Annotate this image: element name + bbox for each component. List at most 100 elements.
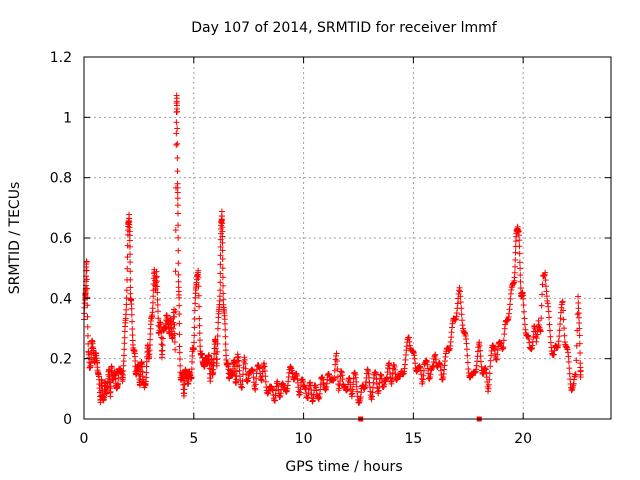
data-point — [262, 378, 269, 385]
data-point — [539, 281, 546, 288]
data-point — [173, 130, 180, 137]
data-point — [149, 299, 156, 306]
data-point — [545, 308, 552, 315]
data-point — [120, 352, 127, 359]
data-point — [577, 374, 584, 381]
data-point — [538, 302, 545, 309]
data-point — [214, 348, 221, 355]
data-point — [477, 353, 484, 360]
data-point — [84, 332, 91, 339]
data-point — [219, 247, 226, 254]
data-point — [547, 333, 554, 340]
data-point — [123, 301, 130, 308]
data-point — [173, 119, 180, 126]
data-point — [236, 362, 243, 369]
data-point — [175, 260, 182, 267]
data-point — [464, 359, 471, 366]
data-point — [242, 365, 249, 372]
data-point — [546, 327, 553, 334]
data-point — [575, 293, 582, 300]
data-point — [121, 346, 128, 353]
data-point — [560, 307, 567, 314]
data-point — [171, 321, 178, 328]
data-point — [176, 302, 183, 309]
data-point — [517, 265, 524, 272]
data-point — [516, 243, 523, 250]
data-point — [129, 332, 136, 339]
data-point — [123, 287, 130, 294]
data-point — [191, 324, 198, 331]
data-point — [181, 386, 188, 393]
data-point — [222, 326, 229, 333]
data-point — [349, 386, 356, 393]
data-points — [81, 92, 584, 422]
data-point — [420, 367, 427, 374]
data-point — [577, 350, 584, 357]
data-point — [214, 356, 221, 363]
data-point — [565, 358, 572, 365]
data-point — [500, 344, 507, 351]
data-point — [171, 338, 178, 345]
data-point — [176, 343, 183, 350]
x-axis-label: GPS time / hours — [285, 459, 402, 475]
data-point — [219, 274, 226, 281]
data-point — [84, 302, 91, 309]
data-point — [334, 373, 341, 380]
data-point — [350, 381, 357, 388]
data-point — [176, 320, 183, 327]
data-point — [333, 358, 340, 365]
axis-ticks — [83, 56, 611, 420]
data-point — [150, 293, 157, 300]
y-tick-label: 0 — [63, 412, 72, 428]
data-point — [556, 333, 563, 340]
data-point — [158, 341, 165, 348]
data-point — [485, 381, 492, 388]
data-point — [512, 263, 519, 270]
data-point — [521, 315, 528, 322]
y-tick-label: 0.6 — [50, 231, 72, 247]
data-point — [128, 311, 135, 318]
grid-lines — [84, 57, 611, 419]
chart-title: Day 107 of 2014, SRMTID for receiver lmm… — [191, 20, 498, 36]
data-point — [143, 369, 150, 376]
data-point — [217, 236, 224, 243]
data-point — [573, 342, 580, 349]
data-point — [175, 278, 182, 285]
data-point — [123, 295, 130, 302]
data-point — [195, 283, 202, 290]
data-point — [542, 269, 549, 276]
data-point — [174, 125, 181, 132]
data-point — [128, 305, 135, 312]
data-point — [206, 365, 213, 372]
data-point — [127, 268, 134, 275]
data-point — [159, 335, 166, 342]
data-point — [573, 357, 580, 364]
data-point — [159, 342, 166, 349]
data-point — [252, 381, 259, 388]
data-point — [170, 319, 177, 326]
data-point — [174, 189, 181, 196]
data-point — [196, 322, 203, 329]
data-point — [560, 316, 567, 323]
data-point — [576, 332, 583, 339]
data-point — [217, 252, 224, 259]
y-tick-label: 0.8 — [50, 171, 72, 187]
data-point — [334, 366, 341, 373]
data-point — [220, 290, 227, 297]
data-point — [478, 358, 485, 365]
data-point — [457, 299, 464, 306]
data-point — [147, 336, 154, 343]
data-point — [486, 376, 493, 383]
data-point — [176, 294, 183, 301]
data-point — [175, 271, 182, 278]
data-point — [219, 265, 226, 272]
data-point — [575, 314, 582, 321]
data-point — [170, 325, 177, 332]
data-point — [566, 365, 573, 372]
data-point — [143, 374, 150, 381]
data-point — [146, 341, 153, 348]
data-point — [576, 340, 583, 347]
data-point — [213, 362, 220, 369]
data-point — [123, 306, 130, 313]
data-point — [561, 332, 568, 339]
